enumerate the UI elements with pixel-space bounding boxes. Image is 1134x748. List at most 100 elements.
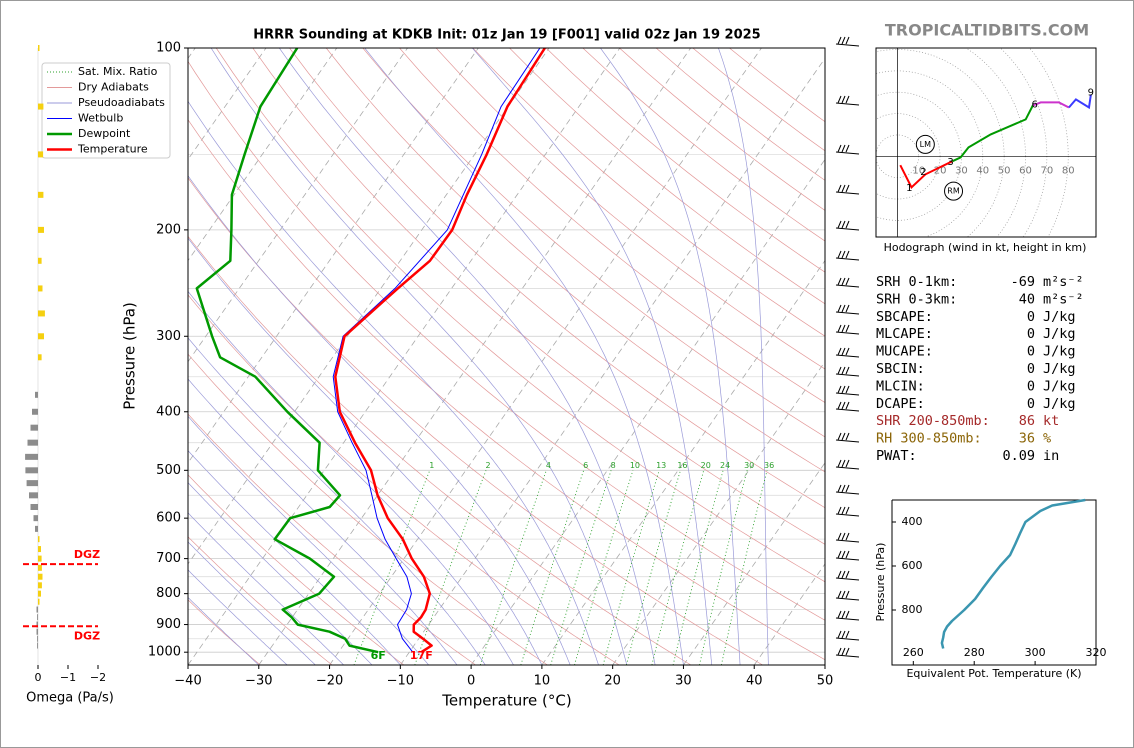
wind-barb [837,304,842,313]
wind-barb [845,459,850,468]
wind-barb [841,324,846,333]
y-tick-label: 800 [902,603,923,616]
wind-barb [837,532,842,541]
legend-box [41,62,171,159]
legend-label: Dewpoint [78,127,131,140]
wind-barb [841,144,846,153]
wind-barb [841,95,846,104]
wind-barb [841,184,846,193]
x-tick-label: 0 [467,674,475,689]
hodo-trace [952,105,1034,163]
wind-barb [835,284,860,288]
wind-barb [835,102,860,106]
wind-barb [835,617,860,621]
wind-barb [835,311,860,315]
mixing-ratio-label: 20 [701,461,711,470]
y-axis-label: Pressure (hPa) [121,302,139,410]
x-tick-label: −10 [387,674,414,689]
wind-barb [837,590,842,599]
index-label: SBCIN: [876,361,925,377]
wind-barb [837,220,842,229]
wind-barb [837,550,842,559]
surface-label: 17F [410,649,433,662]
pseudoadiabat [279,48,656,665]
thetae-x-label: Equivalent Pot. Temperature (K) [906,667,1081,680]
omega-bar [38,536,40,543]
wind-barb [835,539,860,543]
mixing-ratio-label: 36 [764,461,774,470]
wind-barb [841,250,846,259]
wind-barb [837,277,842,286]
omega-bar [27,439,38,446]
dry-adiabat [188,235,692,665]
legend-label: Dry Adiabats [78,81,149,94]
wind-barb [845,36,850,45]
wind-barb [837,506,842,515]
wind-barb [837,401,842,410]
omega-bar [32,408,38,415]
x-tick-label: 300 [1025,646,1046,659]
storm-motion-label: RM [947,187,960,196]
wind-barb [845,570,850,579]
pseudoadiabat [188,541,316,665]
hodograph-caption: Hodograph (wind in kt, height in km) [884,241,1087,254]
wind-barb [837,432,842,441]
wind-barb [841,532,846,541]
storm-motion [915,134,935,154]
x-tick-label: 40 [746,674,763,689]
wind-barb [845,304,850,313]
wind-barb [841,647,846,656]
wind-barb [837,36,842,45]
mixing-ratio-label: 6 [583,461,588,470]
y-tick-label: 800 [156,586,181,601]
wind-barb [845,506,850,515]
index-value: 86 [1019,413,1035,429]
wind-barb [841,220,846,229]
wind-barb [845,184,850,193]
omega-bar [38,151,44,158]
omega-bar [38,257,42,264]
wind-barb [841,459,846,468]
wind-barb [841,432,846,441]
index-value: 0 [1027,309,1035,325]
x-axis-label: Temperature (°C) [441,692,571,710]
wind-barb [845,484,850,493]
wind-barb [841,590,846,599]
isotherm [683,462,825,665]
index-value: 0 [1027,326,1035,342]
index-unit: kt [1043,413,1059,429]
x-tick-label: 50 [817,674,834,689]
dry-adiabat [215,48,825,583]
wind-barb [837,610,842,619]
pseudoadiabat [188,415,429,665]
wind-barb [835,191,860,195]
index-unit: % [1043,431,1051,447]
sounding-line [195,48,379,654]
dry-adiabat [509,48,825,305]
pseudoadiabat [472,48,713,665]
y-tick-label: 400 [902,515,923,528]
omega-bar [35,391,38,398]
y-tick-label: 100 [156,41,181,56]
pseudoadiabat [600,48,741,665]
mixing-ratio-line [625,470,681,665]
y-tick-label: 200 [156,222,181,237]
index-label: MLCAPE: [876,326,933,342]
wind-barb [835,331,860,335]
mixing-ratio-line [720,470,768,665]
dry-adiabat [252,48,825,545]
pseudoadiabat [188,378,458,665]
wind-barb [835,227,860,231]
y-tick-label: 400 [156,404,181,419]
wind-barb [845,550,850,559]
index-label: SBCAPE: [876,309,933,325]
omega-bar [38,573,43,580]
wind-barb [841,610,846,619]
wind-barb [835,151,860,155]
height-label: 6 [1032,99,1038,110]
y-tick-label: 500 [156,463,181,478]
omega-bar [38,590,41,597]
wind-barb [837,630,842,639]
omega-bar [38,191,44,198]
